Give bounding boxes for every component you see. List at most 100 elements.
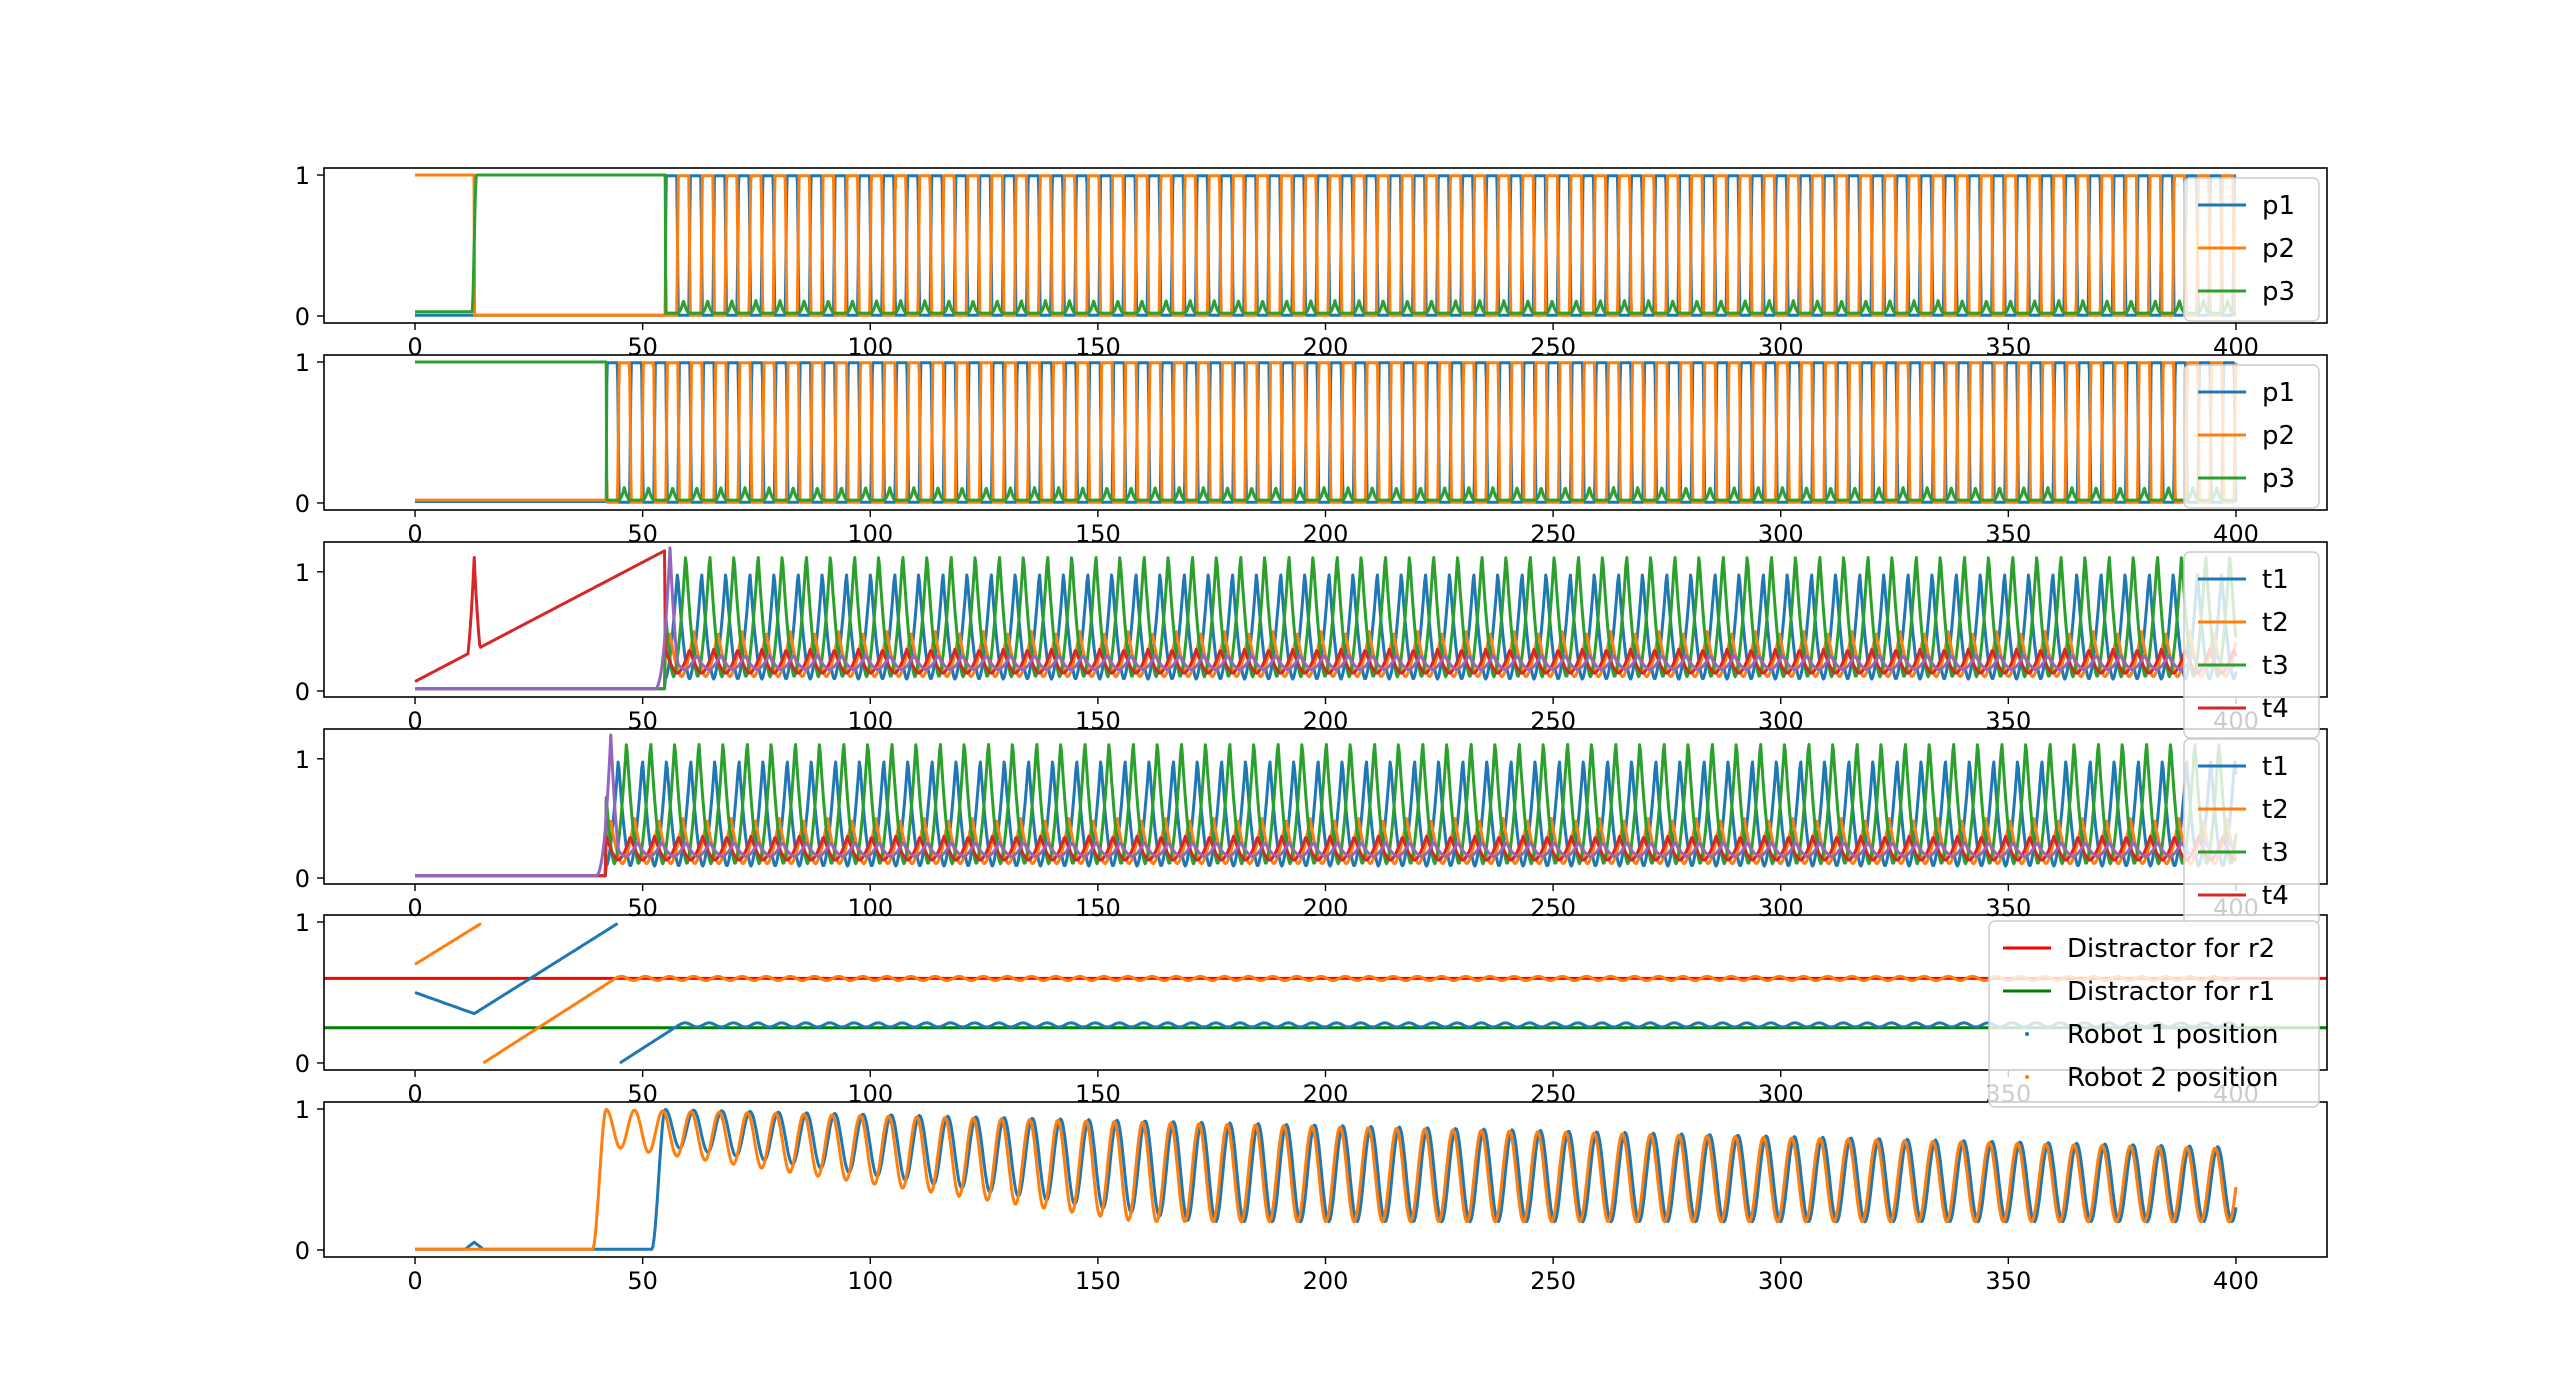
x-tick-label: 50 <box>627 707 658 735</box>
x-tick-label: 0 <box>407 1080 422 1108</box>
legend-box <box>2183 364 2320 509</box>
legend-label: p3 <box>2262 277 2295 307</box>
x-tick-label: 300 <box>1758 333 1804 361</box>
x-tick-label: 350 <box>1985 333 2031 361</box>
x-tick-label: 50 <box>627 520 658 548</box>
x-tick-label: 350 <box>1985 1267 2031 1295</box>
y-tick-label: 0 <box>295 865 310 893</box>
plot-area <box>414 546 2238 691</box>
x-tick-label: 100 <box>847 520 893 548</box>
legend-box <box>2183 551 2320 739</box>
x-tick-label: 350 <box>1985 894 2031 922</box>
x-tick-label: 200 <box>1303 520 1349 548</box>
x-tick-label: 350 <box>1985 707 2031 735</box>
x-tick-label: 400 <box>2213 333 2259 361</box>
x-tick-label: 250 <box>1530 1267 1576 1295</box>
legend-4: t1 t2 t3 t4 <box>2183 738 2320 926</box>
y-tick-label: 0 <box>295 490 310 518</box>
legend-label: p1 <box>2262 378 2295 408</box>
x-tick-label: 0 <box>407 894 422 922</box>
subplot-1: 0 50 100 150 200 250 300 350 400 0 1 <box>295 162 2328 361</box>
series-line-1 <box>414 1107 2238 1251</box>
series-p3 <box>414 173 2237 315</box>
legend-label: p2 <box>2262 234 2295 264</box>
x-tick-label: 50 <box>627 894 658 922</box>
x-tick-label: 300 <box>1758 707 1804 735</box>
legend-1: p1 p2 p3 <box>2183 177 2320 322</box>
legend-label: p1 <box>2262 191 2295 221</box>
y-tick-label: 1 <box>295 162 310 190</box>
series-line-2 <box>414 1107 2238 1251</box>
legend-box <box>1988 920 2320 1108</box>
series-t3 <box>414 743 2238 878</box>
x-tick-label: 400 <box>2213 1267 2259 1295</box>
y-tick-label: 1 <box>295 1096 310 1124</box>
series-t4 <box>414 549 2238 683</box>
x-tick-label: 150 <box>1075 1080 1121 1108</box>
x-tick-label: 250 <box>1530 707 1576 735</box>
x-tick-label: 0 <box>407 333 422 361</box>
y-tick-label: 1 <box>295 746 310 774</box>
x-tick-label: 200 <box>1303 1080 1349 1108</box>
legend-label: p2 <box>2262 421 2295 451</box>
series-line-5 <box>414 546 2238 691</box>
legend-box <box>2183 177 2320 322</box>
x-tick-label: 150 <box>1075 333 1121 361</box>
x-tick-label: 250 <box>1530 333 1576 361</box>
legend-label: p3 <box>2262 464 2295 494</box>
x-tick-label: 250 <box>1530 894 1576 922</box>
x-tick-label: 200 <box>1303 707 1349 735</box>
legend-label: t3 <box>2262 651 2289 681</box>
legend-swatch <box>2025 1032 2029 1036</box>
x-tick-label: 200 <box>1303 333 1349 361</box>
x-tick-label: 100 <box>847 894 893 922</box>
x-tick-label: 0 <box>407 707 422 735</box>
plot-area <box>414 360 2238 504</box>
series-line-5 <box>414 733 2238 878</box>
legend-label: Robot 1 position <box>2067 1020 2278 1050</box>
x-tick-label: 0 <box>407 520 422 548</box>
legend-3: t1 t2 t3 t4 <box>2183 551 2320 739</box>
x-tick-label: 0 <box>407 1267 422 1295</box>
series-p1 <box>414 361 2238 504</box>
series-p3 <box>414 360 2237 502</box>
plot-area <box>414 1107 2238 1251</box>
series-p2 <box>414 173 2237 317</box>
y-tick-label: 0 <box>295 303 310 331</box>
series-robot-2-position <box>414 922 2237 1065</box>
series-robot-1-position <box>414 922 2237 1065</box>
x-tick-label: 50 <box>627 1080 658 1108</box>
legend-label: Distractor for r1 <box>2067 977 2275 1007</box>
legend-label: t4 <box>2262 881 2289 911</box>
x-tick-label: 350 <box>1985 520 2031 548</box>
legend-label: t3 <box>2262 838 2289 868</box>
legend-label: Robot 2 position <box>2067 1063 2278 1093</box>
y-tick-label: 0 <box>295 678 310 706</box>
plot-area <box>414 173 2237 317</box>
x-tick-label: 100 <box>847 1080 893 1108</box>
legend-5: Distractor for r2 Distractor for r1 Robot … <box>1988 920 2320 1108</box>
x-tick-label: 100 <box>847 1267 893 1295</box>
x-tick-label: 200 <box>1303 1267 1349 1295</box>
x-tick-label: 200 <box>1303 894 1349 922</box>
x-tick-label: 100 <box>847 333 893 361</box>
x-tick-label: 300 <box>1758 520 1804 548</box>
x-tick-label: 300 <box>1758 1080 1804 1108</box>
legend-label: t2 <box>2262 608 2289 638</box>
plot-area <box>414 733 2238 878</box>
x-tick-label: 250 <box>1530 520 1576 548</box>
legend-label: t4 <box>2262 694 2289 724</box>
x-tick-label: 150 <box>1075 520 1121 548</box>
x-tick-label: 300 <box>1758 894 1804 922</box>
x-tick-label: 300 <box>1758 1267 1804 1295</box>
x-tick-label: 150 <box>1075 707 1121 735</box>
x-tick-label: 50 <box>627 1267 658 1295</box>
x-tick-label: 150 <box>1075 1267 1121 1295</box>
series-p2 <box>414 361 2238 504</box>
subplot-6: 0 50 100 150 200 250 300 350 400 0 1 <box>295 1096 2328 1295</box>
legend-2: p1 p2 p3 <box>2183 364 2320 509</box>
x-tick-label: 50 <box>627 333 658 361</box>
legend-swatch <box>2025 1075 2029 1079</box>
